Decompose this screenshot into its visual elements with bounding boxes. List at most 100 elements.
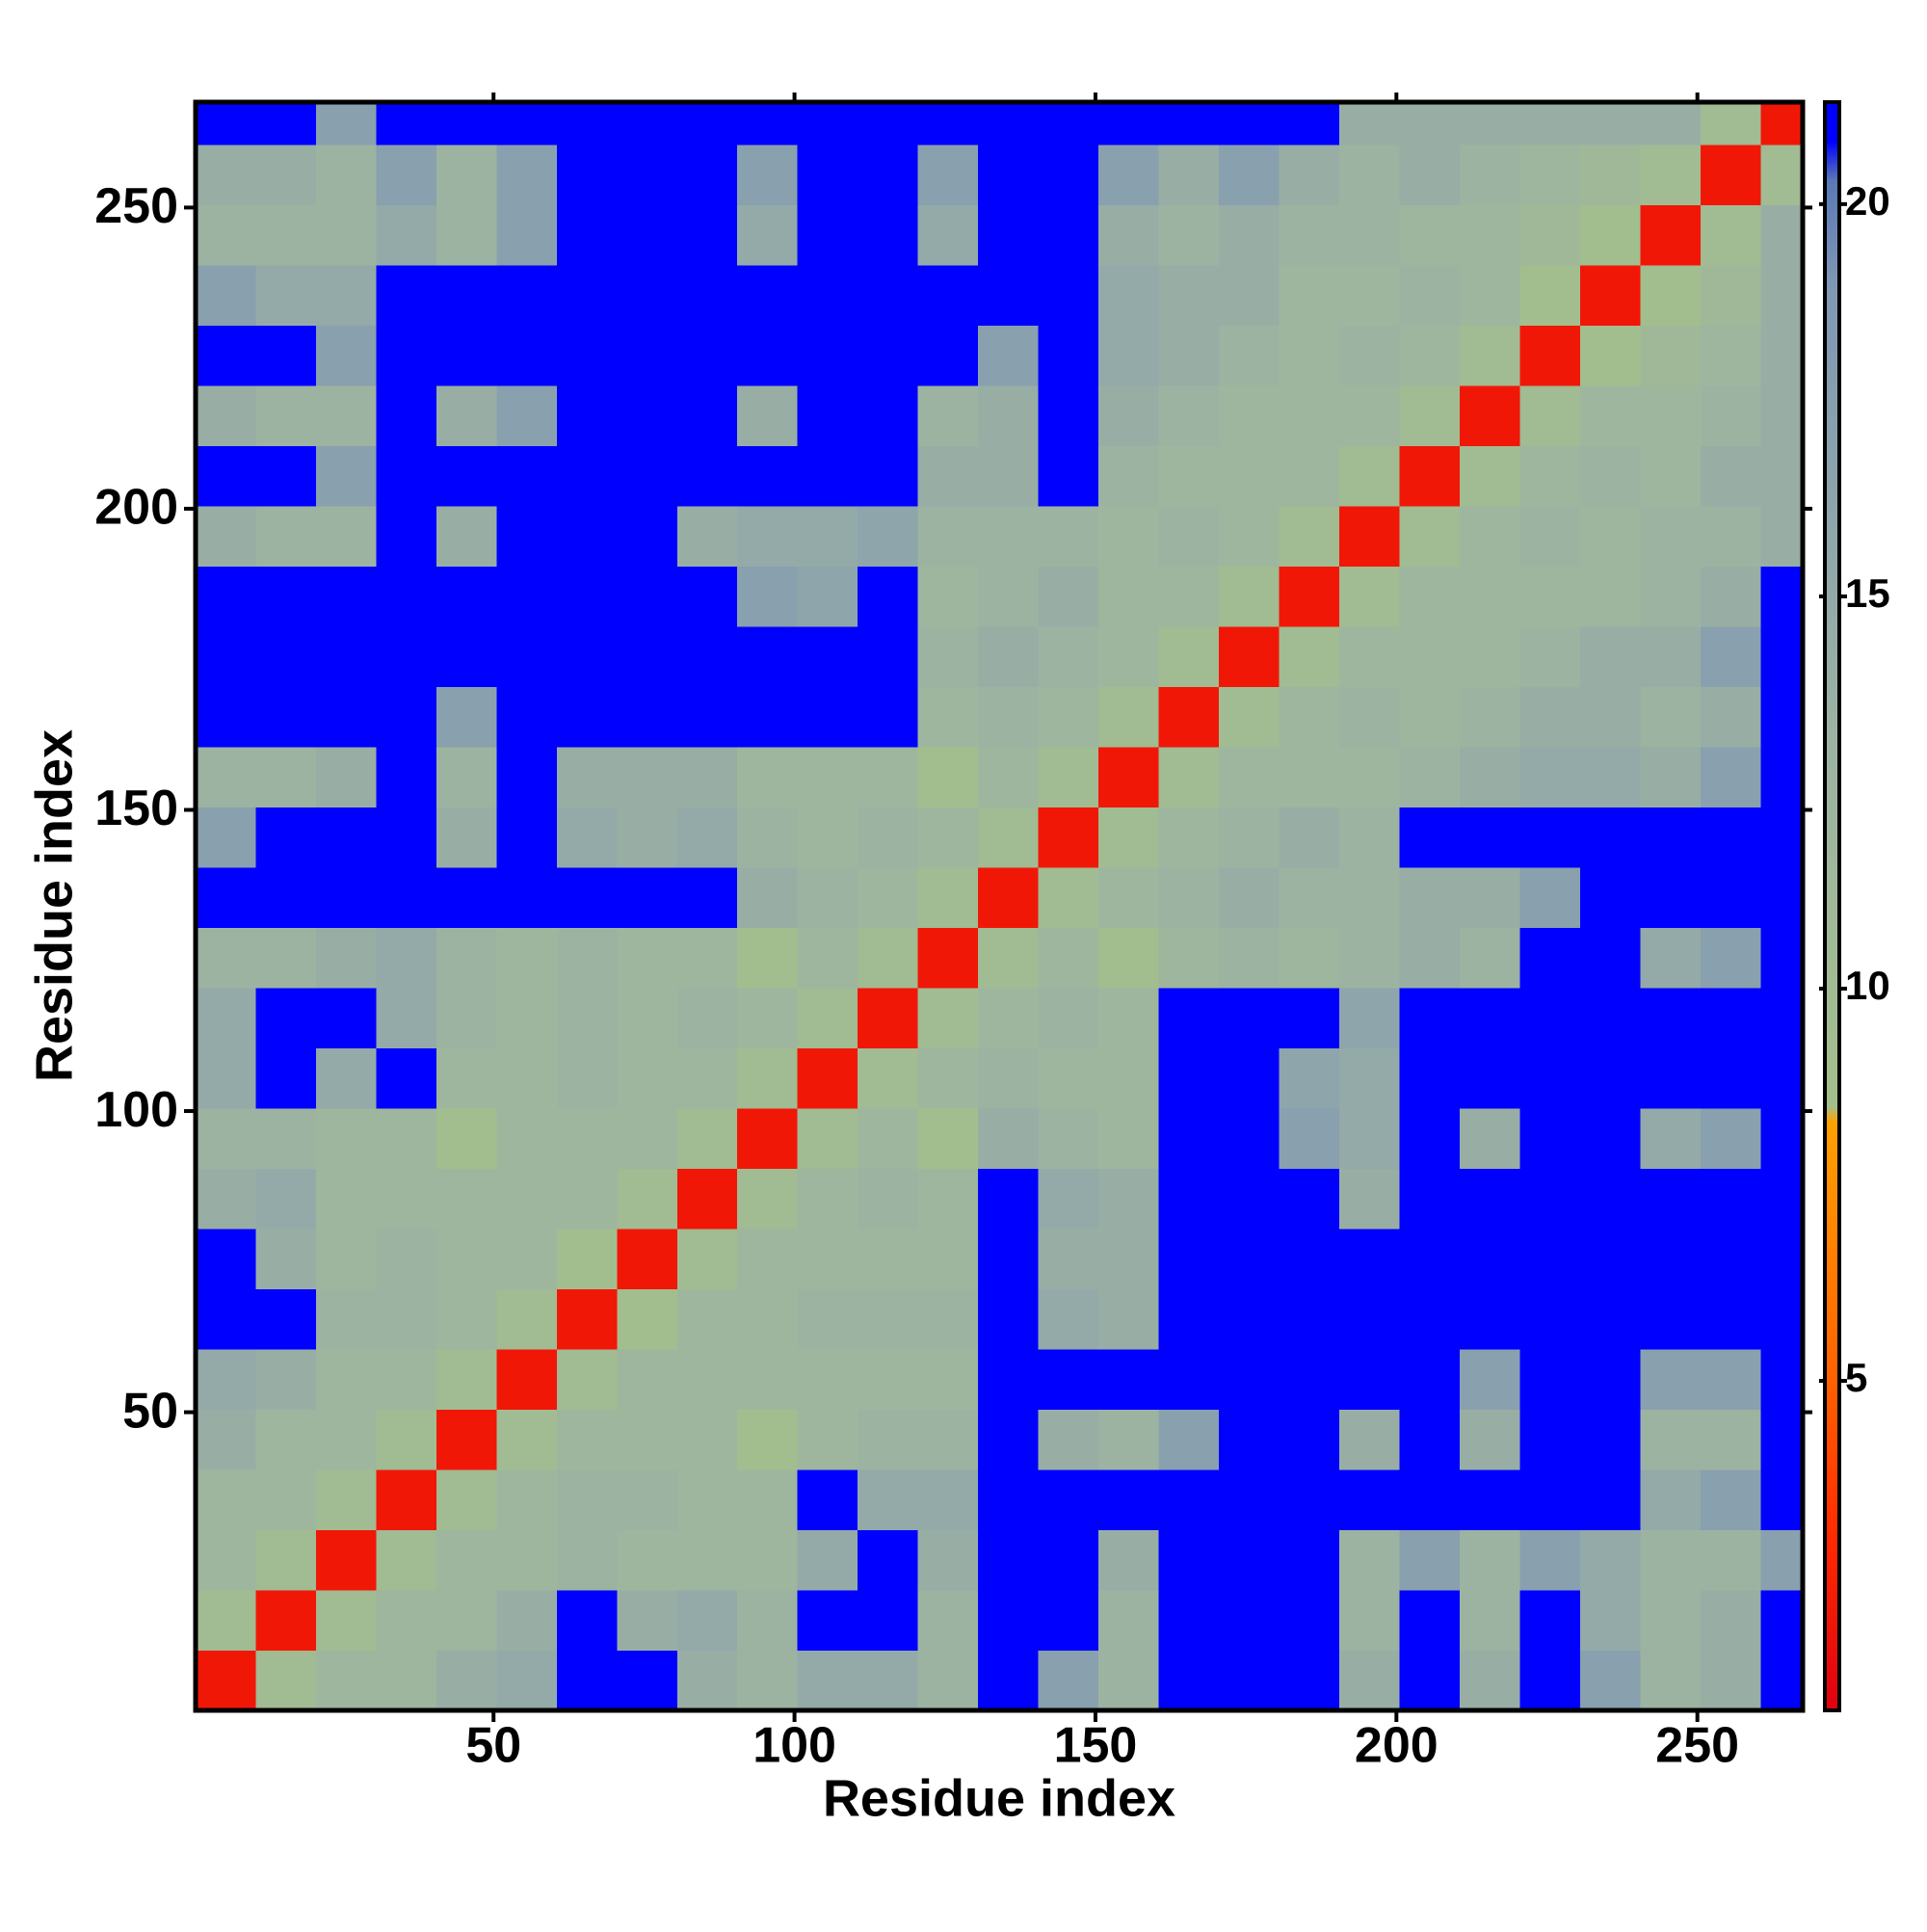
heatmap-cell — [978, 102, 1040, 146]
heatmap-cell — [617, 987, 678, 1048]
heatmap-cell — [737, 625, 799, 687]
heatmap-cell — [1098, 1589, 1160, 1652]
heatmap-cell — [1338, 102, 1401, 146]
heatmap-cell — [737, 102, 799, 146]
heatmap-cell — [978, 566, 1040, 627]
heatmap-cell — [556, 1288, 618, 1350]
heatmap-cell — [376, 625, 437, 687]
heatmap-cell — [255, 1168, 317, 1230]
heatmap-cell — [737, 325, 799, 386]
heatmap-cell — [1219, 384, 1280, 446]
heatmap-cell — [1519, 1469, 1581, 1531]
colorbar-tick-label: 5 — [1845, 1355, 1867, 1400]
heatmap-cell — [1459, 625, 1520, 687]
heatmap-cell — [315, 144, 378, 205]
heatmap-cell — [1700, 325, 1761, 386]
heatmap-cell — [737, 1288, 799, 1350]
heatmap-cell — [676, 102, 738, 146]
heatmap-cell — [1640, 1650, 1702, 1711]
heatmap-cell — [1338, 566, 1401, 627]
heatmap-cell — [917, 987, 979, 1048]
heatmap-cell — [376, 445, 437, 507]
heatmap-cell — [1158, 866, 1220, 928]
heatmap-cell — [1158, 384, 1220, 446]
heatmap-cell — [1760, 144, 1804, 205]
heatmap-cell — [1338, 927, 1401, 989]
heatmap-cell — [1219, 1168, 1280, 1230]
heatmap-cell — [737, 927, 799, 989]
heatmap-cell — [255, 1228, 317, 1290]
heatmap-cell — [436, 264, 497, 326]
heatmap-cell — [1219, 686, 1280, 748]
heatmap-cell — [978, 1047, 1040, 1109]
heatmap-cell — [1579, 625, 1641, 687]
heatmap-cell — [797, 987, 858, 1048]
heatmap-cell — [1760, 325, 1804, 386]
heatmap-cell — [978, 505, 1040, 567]
heatmap-cell — [797, 1228, 858, 1290]
heatmap-cell — [255, 144, 317, 205]
heatmap-cell — [858, 1047, 919, 1109]
heatmap-cell — [436, 1409, 497, 1470]
heatmap-cell — [1519, 1589, 1581, 1652]
heatmap-cell — [255, 1469, 317, 1531]
y-tick-label: 200 — [94, 480, 178, 536]
heatmap-cell — [1760, 1288, 1804, 1350]
heatmap-cell — [737, 1469, 799, 1531]
heatmap-cell — [1098, 1047, 1160, 1109]
heatmap-cell — [737, 1409, 799, 1470]
heatmap-cell — [1519, 1288, 1581, 1350]
heatmap-cell — [1038, 1107, 1099, 1170]
heatmap-cell — [858, 144, 919, 205]
heatmap-cell — [676, 686, 738, 748]
heatmap-cell — [917, 1047, 979, 1109]
heatmap-cell — [255, 384, 317, 446]
heatmap-cell — [1098, 1348, 1160, 1411]
heatmap-cell — [617, 1650, 678, 1711]
heatmap-cell — [978, 1107, 1040, 1170]
heatmap-cell — [1579, 1288, 1641, 1350]
colorbar — [1823, 100, 1841, 1712]
heatmap-cell — [376, 686, 437, 748]
heatmap-cell — [1098, 746, 1160, 807]
heatmap-cell — [436, 325, 497, 386]
heatmap-cell — [858, 1650, 919, 1711]
heatmap-cell — [676, 1589, 738, 1652]
heatmap-cell — [1098, 264, 1160, 326]
heatmap-cell — [1338, 384, 1401, 446]
heatmap-cell — [1279, 325, 1340, 386]
heatmap-cell — [556, 746, 618, 807]
heatmap-cell — [917, 1348, 979, 1411]
heatmap-cell — [1700, 1228, 1761, 1290]
heatmap-cell — [1459, 384, 1520, 446]
heatmap-cell — [255, 1348, 317, 1411]
heatmap-cell — [436, 566, 497, 627]
heatmap-cell — [556, 1107, 618, 1170]
heatmap-cell — [1700, 625, 1761, 687]
heatmap-cell — [737, 1168, 799, 1230]
heatmap-cell — [676, 625, 738, 687]
heatmap-cell — [496, 445, 558, 507]
heatmap-cell — [797, 866, 858, 928]
heatmap-cell — [797, 144, 858, 205]
heatmap-cell — [1579, 927, 1641, 989]
heatmap-cell — [255, 1409, 317, 1470]
heatmap-cell — [496, 1107, 558, 1170]
heatmap-cell — [1579, 1047, 1641, 1109]
heatmap-cell — [1338, 807, 1401, 868]
heatmap-cell — [1399, 1650, 1461, 1711]
heatmap-cell — [1640, 807, 1702, 868]
heatmap-cell — [858, 746, 919, 807]
heatmap-cell — [1219, 1288, 1280, 1350]
heatmap-cell — [1279, 1047, 1340, 1109]
heatmap-cell — [1279, 987, 1340, 1048]
x-tick-label: 150 — [1054, 1718, 1138, 1774]
heatmap-cell — [858, 987, 919, 1048]
heatmap-cell — [1038, 1650, 1099, 1711]
heatmap-cell — [1579, 1529, 1641, 1591]
heatmap-cell — [1098, 987, 1160, 1048]
heatmap-cell — [1459, 987, 1520, 1048]
heatmap-cell — [1700, 807, 1761, 868]
heatmap-cell — [676, 144, 738, 205]
heatmap-cell — [1279, 1469, 1340, 1531]
